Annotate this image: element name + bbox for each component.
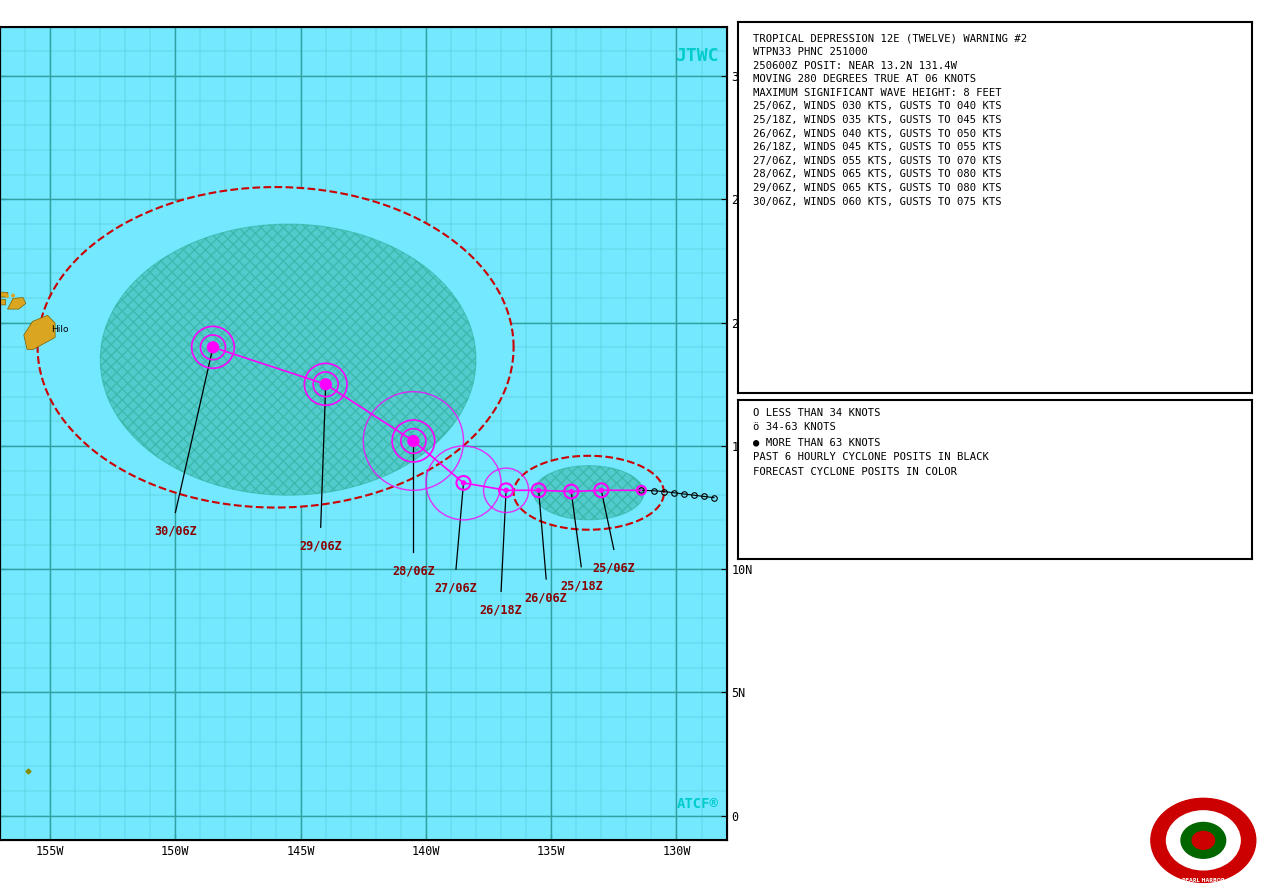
Circle shape	[600, 488, 604, 493]
Polygon shape	[0, 299, 6, 305]
Circle shape	[6, 295, 9, 298]
Text: 26/18Z: 26/18Z	[479, 603, 522, 617]
Circle shape	[1181, 822, 1226, 858]
Circle shape	[1151, 798, 1255, 882]
Polygon shape	[8, 298, 25, 309]
Circle shape	[1167, 811, 1240, 870]
Text: ATCF®: ATCF®	[677, 797, 719, 811]
Circle shape	[462, 481, 465, 485]
Text: TROPICAL DEPRESSION 12E (TWELVE) WARNING #2
WTPN33 PHNC 251000
250600Z POSIT: NE: TROPICAL DEPRESSION 12E (TWELVE) WARNING…	[753, 33, 1027, 207]
Text: 28/06Z: 28/06Z	[392, 564, 435, 578]
Text: O LESS THAN 34 KNOTS
ö 34-63 KNOTS
● MORE THAN 63 KNOTS
PAST 6 HOURLY CYCLONE PO: O LESS THAN 34 KNOTS ö 34-63 KNOTS ● MOR…	[753, 408, 989, 477]
Polygon shape	[514, 456, 664, 530]
Text: Hilo: Hilo	[52, 325, 70, 334]
Circle shape	[1192, 831, 1215, 849]
Circle shape	[11, 294, 14, 297]
Polygon shape	[0, 291, 8, 297]
Text: 25/06Z: 25/06Z	[592, 561, 635, 575]
Text: 25/18Z: 25/18Z	[560, 579, 602, 592]
Circle shape	[408, 435, 418, 446]
Polygon shape	[24, 316, 55, 350]
Circle shape	[208, 342, 218, 353]
Circle shape	[569, 490, 573, 493]
Text: 30/06Z: 30/06Z	[153, 525, 197, 538]
Circle shape	[536, 488, 540, 493]
Circle shape	[505, 488, 508, 493]
Text: JTWC: JTWC	[676, 46, 719, 64]
Text: PEARL HARBOR: PEARL HARBOR	[1182, 878, 1225, 883]
Polygon shape	[38, 187, 514, 508]
Text: 29/06Z: 29/06Z	[299, 540, 342, 552]
Polygon shape	[534, 466, 644, 520]
Text: 26/06Z: 26/06Z	[525, 591, 568, 604]
Text: 27/06Z: 27/06Z	[435, 581, 477, 595]
Polygon shape	[100, 224, 476, 495]
Circle shape	[321, 379, 331, 390]
